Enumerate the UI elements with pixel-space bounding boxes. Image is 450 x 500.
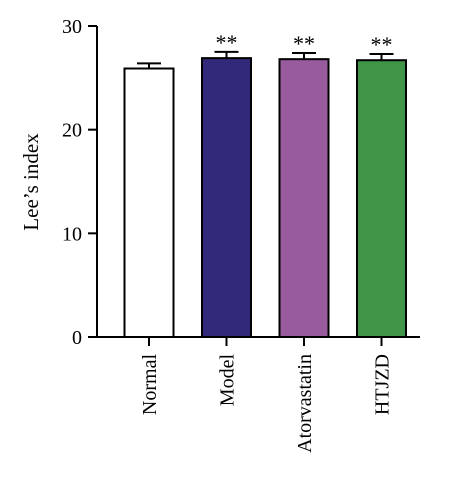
category-label: Model [217,354,239,407]
bar-atorvastatin [278,58,330,338]
y-tick-label: 0 [72,327,82,349]
category-labels: Normal Model Atorvastatin HTJZD [139,354,394,453]
y-axis-label: Lee’s index [19,133,43,231]
y-tick-label: 10 [62,223,82,245]
category-label: Atorvastatin [294,354,316,453]
significance-marker: ** [293,31,315,56]
bars [123,57,407,339]
significance-marker: ** [371,32,393,57]
category-label: HTJZD [372,354,394,415]
bar-htjzd [356,59,407,339]
y-tick-label: 30 [62,16,82,38]
y-axis: 0 10 20 30 [62,16,98,349]
y-tick-label: 20 [62,120,82,142]
significance-markers: ** ** ** [216,30,393,57]
significance-marker: ** [216,30,238,55]
bar-normal [123,67,175,339]
category-label: Normal [139,354,161,416]
x-axis [97,336,420,346]
error-bars [137,50,394,69]
bar-model [201,57,252,339]
